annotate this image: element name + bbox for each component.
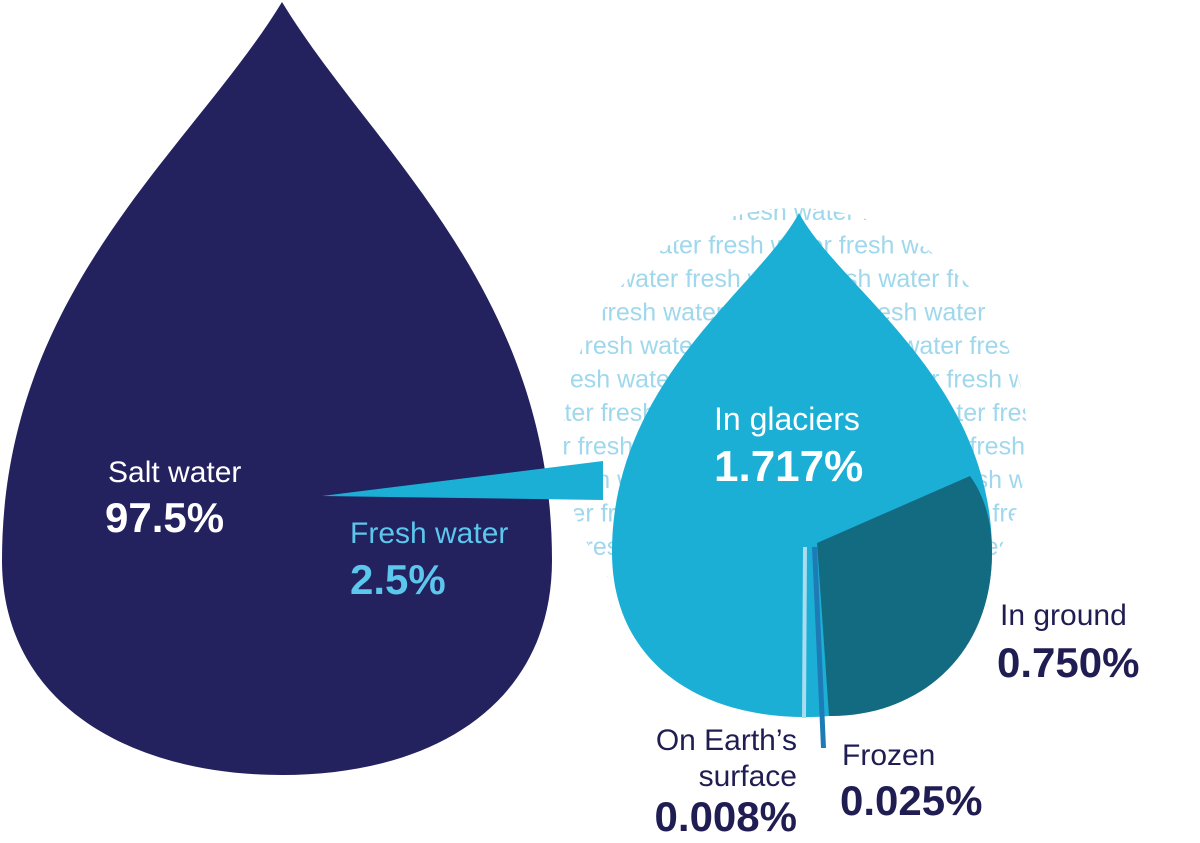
in-glaciers-value: 1.717% bbox=[714, 442, 863, 491]
earth-surface-label-line1: On Earth’s bbox=[656, 724, 797, 757]
fresh-water-label: Fresh water bbox=[350, 517, 508, 550]
in-ground-slice bbox=[817, 476, 992, 717]
in-glaciers-label: In glaciers bbox=[714, 401, 860, 437]
fresh-water-value: 2.5% bbox=[350, 556, 446, 603]
earth-surface-slice bbox=[802, 547, 807, 718]
in-ground-label: In ground bbox=[1000, 599, 1127, 632]
earth-surface-label-line2: surface bbox=[699, 760, 797, 793]
background-text-line: fresh water fresh water fresh water fres… bbox=[470, 198, 1200, 226]
frozen-value: 0.025% bbox=[840, 777, 982, 824]
earth-surface-value: 0.008% bbox=[655, 793, 797, 840]
frozen-label: Frozen bbox=[842, 739, 935, 772]
salt-water-label: Salt water bbox=[108, 456, 241, 489]
fresh-water-wedge bbox=[322, 461, 603, 500]
salt-water-drop bbox=[2, 2, 552, 775]
in-ground-value: 0.750% bbox=[997, 639, 1139, 686]
salt-water-value: 97.5% bbox=[105, 494, 224, 541]
frozen-slice bbox=[812, 547, 826, 748]
